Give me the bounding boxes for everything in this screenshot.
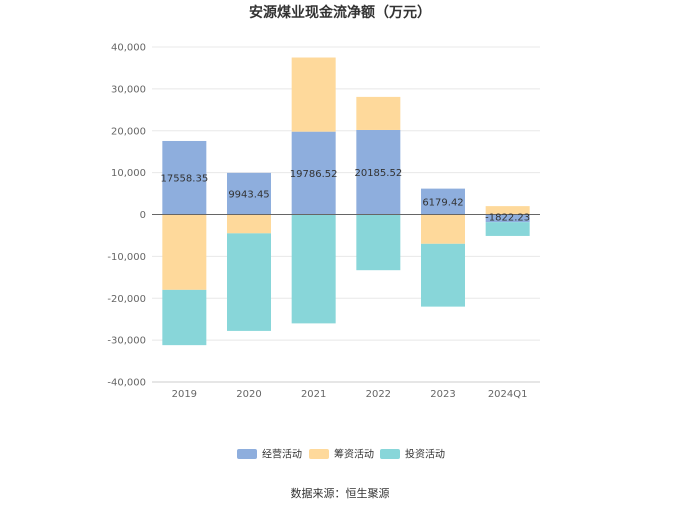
bar-2024Q1-series-0 — [485, 214, 530, 223]
x-tick-label: 2021 — [301, 389, 326, 400]
legend-swatch — [380, 449, 400, 459]
y-tick-label: 0 — [140, 210, 146, 221]
y-tick-label: 40,000 — [111, 43, 146, 54]
y-tick-label: -40,000 — [107, 378, 146, 389]
bar-2024Q1-series-2 — [485, 222, 530, 236]
bar-data-label: 20185.52 — [354, 168, 402, 179]
x-axis: 2019 2020 2021 2022 2023 2024Q1 — [152, 381, 540, 400]
bar-data-label: 6179.42 — [422, 198, 463, 209]
bar-2020-series-0 — [227, 172, 271, 215]
bars — [162, 57, 530, 346]
y-tick-label: 20,000 — [111, 126, 146, 137]
y-tick-label: -30,000 — [107, 336, 146, 347]
legend-label: 投资活动 — [405, 448, 445, 461]
chart-title: 安源煤业现金流净额（万元） — [249, 4, 431, 21]
bar-2020-series-1 — [227, 214, 271, 234]
legend-label: 经营活动 — [262, 448, 302, 461]
bar-2024Q1-series-1 — [485, 206, 530, 215]
bar-data-label: 17558.35 — [160, 174, 208, 185]
legend-swatch — [309, 449, 329, 459]
legend-swatch — [237, 449, 257, 459]
bar-2021-series-2 — [291, 214, 336, 324]
x-tick-label: 2020 — [236, 389, 261, 400]
legend-item-2[interactable]: 投资活动 — [380, 448, 445, 461]
legend: 经营活动 筹资活动 投资活动 — [237, 448, 445, 461]
data-labels: 17558.35 9943.45 19786.52 20185.52 6179.42 -1… — [160, 168, 530, 223]
y-tick-label: 30,000 — [111, 84, 146, 95]
bar-2019-series-1 — [162, 214, 207, 290]
y-tick-label: 10,000 — [111, 168, 146, 179]
bar-2022-series-0 — [356, 129, 401, 215]
x-tick-label: 2019 — [172, 389, 197, 400]
legend-item-0[interactable]: 经营活动 — [237, 448, 302, 461]
y-axis: 40,000 30,000 20,000 10,000 0 -10,000 -20,000 -… — [107, 43, 146, 389]
x-tick-label: 2023 — [430, 389, 455, 400]
x-tick-label: 2024Q1 — [488, 389, 528, 400]
bar-data-label: 9943.45 — [228, 190, 269, 201]
bar-2022-series-2 — [356, 214, 401, 271]
bar-data-label: -1822.23 — [485, 213, 530, 224]
bar-2019-series-0 — [162, 140, 207, 215]
bar-2020-series-2 — [227, 233, 271, 331]
y-tick-label: -10,000 — [107, 252, 146, 263]
bar-2023-series-2 — [421, 243, 465, 307]
x-tick-label: 2022 — [366, 389, 391, 400]
y-tick-label: -20,000 — [107, 294, 146, 305]
legend-item-1[interactable]: 筹资活动 — [309, 448, 374, 461]
bar-2019-series-2 — [162, 289, 207, 346]
grid — [152, 46, 540, 383]
bar-2023-series-0 — [421, 188, 465, 215]
data-source: 数据来源：恒生聚源 — [291, 486, 390, 500]
bar-2023-series-1 — [421, 214, 465, 244]
bar-2021-series-1 — [291, 57, 336, 132]
bar-2021-series-0 — [291, 131, 336, 215]
bar-data-label: 19786.52 — [290, 169, 338, 180]
bar-2022-series-1 — [356, 96, 401, 130]
legend-label: 筹资活动 — [334, 448, 374, 461]
